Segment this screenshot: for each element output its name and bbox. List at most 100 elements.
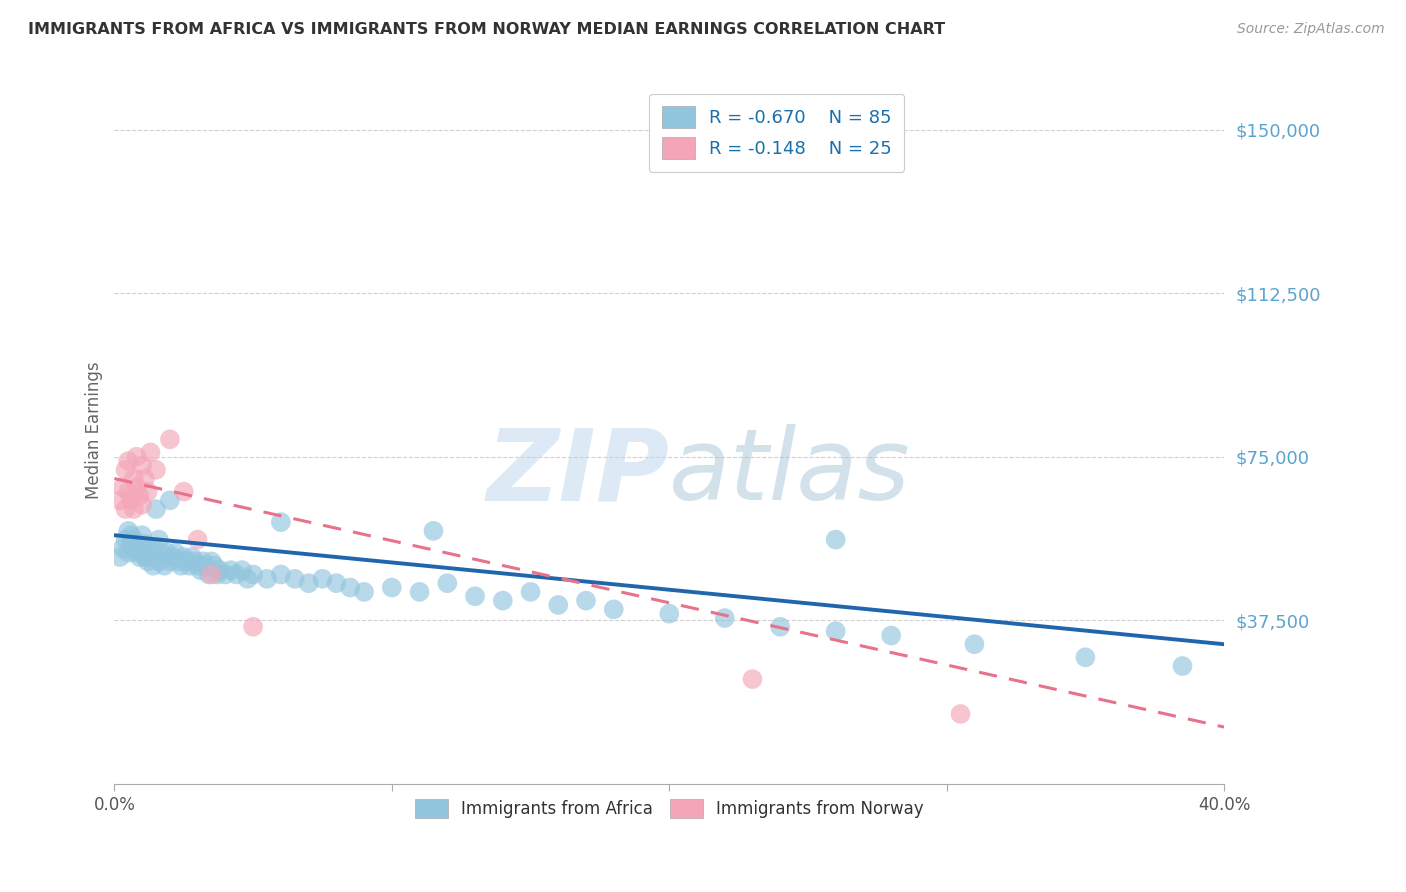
Point	[114, 502, 136, 516]
Point	[128, 541, 150, 556]
Point	[128, 549, 150, 564]
Point	[117, 524, 139, 538]
Point	[145, 549, 167, 564]
Point	[197, 567, 219, 582]
Point	[181, 549, 204, 564]
Point	[156, 546, 179, 560]
Point	[148, 533, 170, 547]
Point	[159, 432, 181, 446]
Point	[205, 567, 228, 582]
Point	[150, 546, 173, 560]
Point	[179, 558, 201, 573]
Point	[162, 549, 184, 564]
Point	[139, 546, 162, 560]
Point	[131, 498, 153, 512]
Point	[120, 537, 142, 551]
Point	[190, 563, 212, 577]
Point	[236, 572, 259, 586]
Point	[270, 567, 292, 582]
Point	[131, 528, 153, 542]
Point	[231, 563, 253, 577]
Point	[125, 450, 148, 464]
Point	[519, 585, 541, 599]
Point	[187, 558, 209, 573]
Point	[381, 581, 404, 595]
Point	[117, 454, 139, 468]
Point	[603, 602, 626, 616]
Point	[122, 471, 145, 485]
Point	[136, 541, 159, 556]
Text: IMMIGRANTS FROM AFRICA VS IMMIGRANTS FROM NORWAY MEDIAN EARNINGS CORRELATION CHA: IMMIGRANTS FROM AFRICA VS IMMIGRANTS FRO…	[28, 22, 945, 37]
Point	[880, 628, 903, 642]
Point	[547, 598, 569, 612]
Text: Source: ZipAtlas.com: Source: ZipAtlas.com	[1237, 22, 1385, 37]
Text: ZIP: ZIP	[486, 425, 669, 522]
Point	[741, 672, 763, 686]
Point	[208, 563, 231, 577]
Point	[120, 528, 142, 542]
Point	[339, 581, 361, 595]
Point	[120, 493, 142, 508]
Point	[214, 567, 236, 582]
Point	[194, 558, 217, 573]
Point	[136, 484, 159, 499]
Point	[136, 554, 159, 568]
Point	[159, 554, 181, 568]
Point	[325, 576, 347, 591]
Point	[284, 572, 307, 586]
Point	[122, 533, 145, 547]
Point	[713, 611, 735, 625]
Point	[114, 533, 136, 547]
Point	[492, 593, 515, 607]
Point	[311, 572, 333, 586]
Point	[145, 502, 167, 516]
Point	[575, 593, 598, 607]
Point	[122, 502, 145, 516]
Point	[219, 563, 242, 577]
Point	[176, 554, 198, 568]
Point	[111, 541, 134, 556]
Point	[256, 572, 278, 586]
Point	[125, 480, 148, 494]
Point	[173, 549, 195, 564]
Point	[193, 554, 215, 568]
Point	[139, 445, 162, 459]
Point	[122, 541, 145, 556]
Point	[134, 471, 156, 485]
Point	[242, 620, 264, 634]
Point	[170, 558, 193, 573]
Point	[187, 533, 209, 547]
Point	[131, 458, 153, 473]
Text: atlas: atlas	[669, 425, 911, 522]
Point	[142, 558, 165, 573]
Point	[167, 554, 190, 568]
Point	[464, 589, 486, 603]
Point	[153, 549, 176, 564]
Point	[408, 585, 430, 599]
Point	[242, 567, 264, 582]
Point	[436, 576, 458, 591]
Point	[949, 706, 972, 721]
Point	[114, 463, 136, 477]
Point	[125, 537, 148, 551]
Point	[145, 463, 167, 477]
Point	[125, 546, 148, 560]
Point	[131, 546, 153, 560]
Point	[202, 558, 225, 573]
Point	[142, 541, 165, 556]
Y-axis label: Median Earnings: Median Earnings	[86, 362, 103, 500]
Point	[159, 493, 181, 508]
Point	[200, 554, 222, 568]
Point	[824, 624, 846, 639]
Point	[422, 524, 444, 538]
Point	[225, 567, 247, 582]
Point	[108, 493, 131, 508]
Point	[117, 484, 139, 499]
Point	[184, 554, 207, 568]
Legend: Immigrants from Africa, Immigrants from Norway: Immigrants from Africa, Immigrants from …	[408, 792, 931, 825]
Point	[1171, 659, 1194, 673]
Point	[128, 489, 150, 503]
Point	[111, 480, 134, 494]
Point	[165, 546, 187, 560]
Point	[117, 546, 139, 560]
